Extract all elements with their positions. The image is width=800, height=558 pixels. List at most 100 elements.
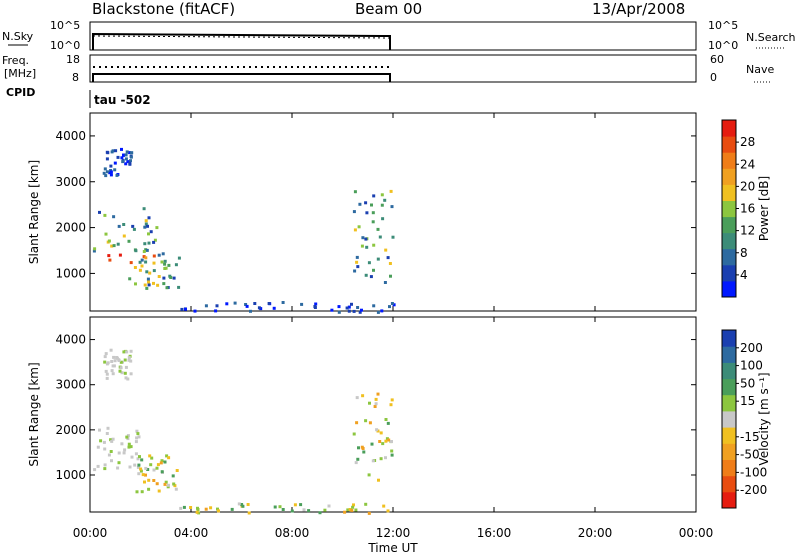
colorbar-swatch: [722, 184, 736, 201]
range-cell: [143, 480, 146, 484]
range-cell: [109, 164, 113, 168]
range-cell: [129, 349, 133, 353]
range-cell: [244, 303, 248, 306]
nsearch-label: N.Search: [746, 31, 796, 44]
range-cell: [129, 261, 133, 265]
range-cell: [353, 228, 357, 232]
colorbar-tick-label: -15: [740, 430, 760, 444]
station-title: Blackstone (fitACF): [92, 0, 235, 18]
range-cell: [109, 438, 113, 442]
freq-tick-top: 18: [66, 53, 80, 66]
range-cell: [155, 482, 159, 486]
range-cell: [153, 238, 157, 242]
colorbar-swatch: [722, 475, 736, 493]
range-cell: [103, 467, 107, 471]
range-cell: [307, 509, 311, 513]
range-cell: [113, 359, 117, 363]
range-cell: [105, 170, 109, 174]
range-cell: [372, 304, 376, 308]
range-cell: [281, 508, 285, 511]
range-cell: [135, 490, 139, 494]
range-cell: [152, 240, 156, 244]
colorbar-swatch: [722, 136, 736, 153]
x-axis-label: Time UT: [367, 541, 418, 554]
range-cell: [380, 193, 384, 197]
x-tick-label: 04:00: [174, 526, 209, 540]
range-cell: [157, 253, 161, 257]
range-cell: [249, 309, 252, 313]
nsky-tick-bottom: 10^0: [50, 39, 80, 52]
range-cell: [125, 150, 129, 154]
range-cell: [182, 505, 186, 509]
colorbar-tick-label: 100: [740, 359, 763, 373]
range-cell: [120, 156, 124, 160]
colorbar-swatch: [722, 362, 736, 380]
range-cell: [364, 273, 368, 277]
range-cell: [361, 394, 365, 398]
freq-label-2: [MHz]: [4, 67, 36, 80]
range-cell: [103, 167, 107, 171]
nsky-label: N.Sky: [2, 30, 34, 43]
range-cell: [378, 440, 382, 443]
range-cell: [353, 190, 357, 194]
range-cell: [169, 276, 173, 279]
colorbar-swatch: [722, 491, 736, 509]
range-cell: [129, 155, 133, 159]
colorbar-tick-label: 24: [740, 157, 755, 171]
range-cell: [152, 261, 156, 265]
colorbar-swatch: [722, 346, 736, 363]
colorbar-swatch: [722, 216, 736, 234]
range-cell: [129, 445, 133, 449]
range-cell: [240, 503, 244, 506]
range-cell: [172, 482, 176, 486]
range-cell: [115, 173, 119, 177]
nave-tick-top: 60: [710, 53, 724, 66]
nave-label: Nave: [746, 63, 774, 76]
colorbar-swatch: [722, 443, 736, 460]
range-cell: [149, 463, 153, 467]
range-cell: [103, 213, 107, 217]
range-cell: [124, 157, 128, 161]
range-cell: [273, 505, 277, 509]
range-cell: [135, 429, 139, 433]
range-cell: [390, 302, 394, 305]
range-cell: [386, 421, 390, 425]
range-cell: [177, 256, 181, 260]
range-cell: [189, 506, 193, 509]
range-cell: [152, 281, 155, 285]
range-cell: [352, 503, 355, 507]
range-cell: [109, 450, 113, 453]
range-cell: [105, 376, 109, 380]
range-cell: [127, 445, 131, 449]
range-cell: [384, 456, 387, 460]
range-cell: [386, 256, 390, 260]
range-cell: [118, 253, 122, 257]
range-cell: [118, 369, 122, 373]
range-cell: [215, 304, 219, 308]
nave-tick-bottom: 0: [710, 71, 717, 84]
range-cell: [143, 242, 147, 246]
range-cell: [257, 306, 261, 310]
range-cell: [107, 453, 111, 457]
range-cell: [299, 503, 303, 507]
plot-frame: [89, 112, 697, 312]
range-cell: [300, 302, 304, 306]
beam-title: Beam 00: [355, 0, 422, 18]
range-cell: [354, 508, 358, 512]
colorbar-tick-label: 15: [740, 394, 755, 408]
range-cell: [147, 478, 151, 482]
colorbar-tick-label: 4: [740, 268, 748, 282]
range-cell: [290, 509, 294, 513]
range-cell: [165, 286, 169, 290]
range-cell: [161, 252, 165, 256]
range-cell: [147, 241, 151, 245]
range-cell: [177, 285, 181, 289]
range-cell: [105, 157, 109, 161]
range-cell: [323, 508, 327, 512]
range-cell: [386, 509, 390, 513]
range-cell: [378, 235, 382, 239]
range-cell: [120, 147, 123, 151]
range-cell: [184, 307, 187, 311]
range-cell: [204, 507, 208, 511]
colorbar-tick-label: -100: [740, 465, 767, 479]
